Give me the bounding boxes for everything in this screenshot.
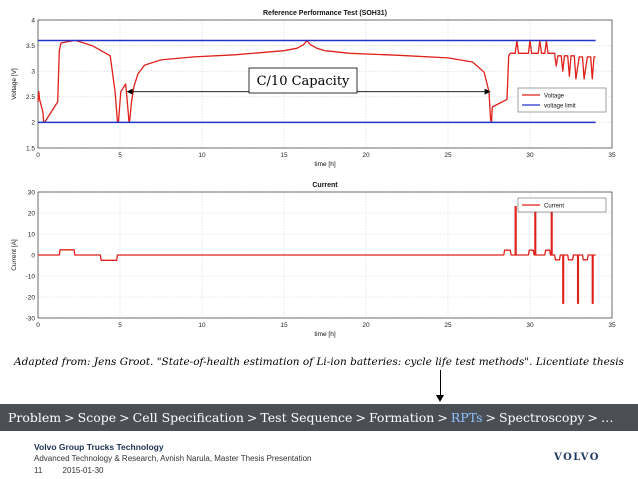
chart2-legend xyxy=(517,197,607,213)
chart1-y-tick-label: 2 xyxy=(31,120,35,127)
chart2-y-tick-label: 30 xyxy=(28,189,36,196)
chart2-y-tick-label: 0 xyxy=(31,252,35,259)
chart1-title: Reference Performance Test (SOH31) xyxy=(263,10,387,17)
chart1-annotation-box xyxy=(248,67,358,94)
nav-item-2[interactable]: Scope xyxy=(77,410,117,425)
chart1-legend xyxy=(517,87,607,113)
chart1-x-tick-label: 10 xyxy=(198,152,206,159)
chart1-y-tick-label: 4 xyxy=(31,17,35,24)
page-number: 11 xyxy=(34,466,43,475)
chart1-legend-label: voltage limit xyxy=(544,103,576,109)
chart2-y-tick-label: 20 xyxy=(28,210,36,217)
charts-area: 0 5 10 15 20 25 30 35 1.5 2 2.5 3 3.5 4 Reference Perf… xyxy=(11,10,616,338)
arrow-down-icon xyxy=(436,370,444,402)
section-navigation: Problem > Scope > Cell Specification > Test Se… xyxy=(0,404,638,431)
nav-separator: > xyxy=(119,410,130,425)
chart2-x-tick-label: 5 xyxy=(118,322,122,329)
chart2-x-axis-label: time [h] xyxy=(314,331,336,338)
chart1-annotation-arrow-right xyxy=(484,88,491,95)
chart2-x-tick-label: 0 xyxy=(36,322,40,329)
chart2-y-tick-label: 10 xyxy=(28,231,36,238)
chart1-axes-frame xyxy=(37,19,613,149)
source-caption: Adapted from: Jens Groot. "State-of-heal… xyxy=(14,356,624,368)
chart1-x-tick-label: 5 xyxy=(118,152,122,159)
footer-presentation-info: Advanced Technology & Research, Avnish N… xyxy=(34,454,312,463)
chart2-y-tick-label: -10 xyxy=(26,273,36,280)
chart1-x-tick-label: 25 xyxy=(444,152,452,159)
presentation-date: 2015-01-30 xyxy=(62,466,104,475)
chart2-y-axis-label: Current [A] xyxy=(11,239,18,271)
chart2-x-tick-label: 15 xyxy=(280,322,288,329)
chart1-y-tick-label: 2.5 xyxy=(26,94,35,101)
nav-separator: > xyxy=(485,410,496,425)
footer-company: Volvo Group Trucks Technology xyxy=(34,442,164,452)
chart1-y-tick-label: 1.5 xyxy=(26,145,35,152)
chart2-y-tick-label: -30 xyxy=(26,315,36,322)
footer: Volvo Group Trucks Technology Advanced T… xyxy=(0,431,638,479)
chart1-annotation-arrow-left xyxy=(126,88,133,95)
nav-item-1[interactable]: Problem xyxy=(8,410,62,425)
chart1-x-tick-label: 30 xyxy=(526,152,534,159)
nav-item-4[interactable]: Test Sequence xyxy=(260,410,353,425)
chart1-x-tick-label: 0 xyxy=(36,152,40,159)
chart2-x-tick-label: 25 xyxy=(444,322,452,329)
chart1-y-tick-label: 3 xyxy=(31,69,35,76)
nav-separator: > xyxy=(587,410,598,425)
chart1-x-tick-label: 20 xyxy=(362,152,370,159)
footer-meta: 11 2015-01-30 xyxy=(34,466,121,475)
chart2-x-tick-label: 10 xyxy=(198,322,206,329)
chart1-y-axis-label: Voltage [V] xyxy=(11,68,18,100)
nav-separator: > xyxy=(246,410,258,425)
chart1-y-tick-label: 3.5 xyxy=(26,43,35,50)
nav-item-6[interactable]: RPTs xyxy=(450,410,483,425)
nav-separator: > xyxy=(64,410,75,425)
nav-item-5[interactable]: Formation xyxy=(368,410,435,425)
chart1-x-tick-label: 15 xyxy=(280,152,288,159)
chart1-annotation-label: C/10 Capacity xyxy=(257,74,350,89)
chart2-series-current-line xyxy=(38,206,596,304)
chart1-x-axis-label: time [h] xyxy=(314,161,336,168)
nav-item-3[interactable]: Cell Specification xyxy=(132,410,244,425)
volvo-logo: VOLVO xyxy=(554,452,600,463)
chart2-legend-label: Current xyxy=(544,203,564,209)
chart2-x-tick-label: 30 xyxy=(526,322,534,329)
chart2-x-tick-label: 35 xyxy=(608,322,616,329)
nav-separator: > xyxy=(437,410,448,425)
chart2-title: Current xyxy=(312,182,338,189)
chart1-series-voltage-line xyxy=(37,39,596,124)
nav-item-8[interactable]: … xyxy=(600,410,614,425)
nav-separator: > xyxy=(355,410,366,425)
chart2-x-tick-label: 20 xyxy=(362,322,370,329)
nav-item-7[interactable]: Spectroscopy xyxy=(498,410,585,425)
chart1-legend-label: Voltage xyxy=(544,93,565,99)
chart2-y-tick-label: -20 xyxy=(26,294,36,301)
chart1-x-tick-label: 35 xyxy=(608,152,616,159)
